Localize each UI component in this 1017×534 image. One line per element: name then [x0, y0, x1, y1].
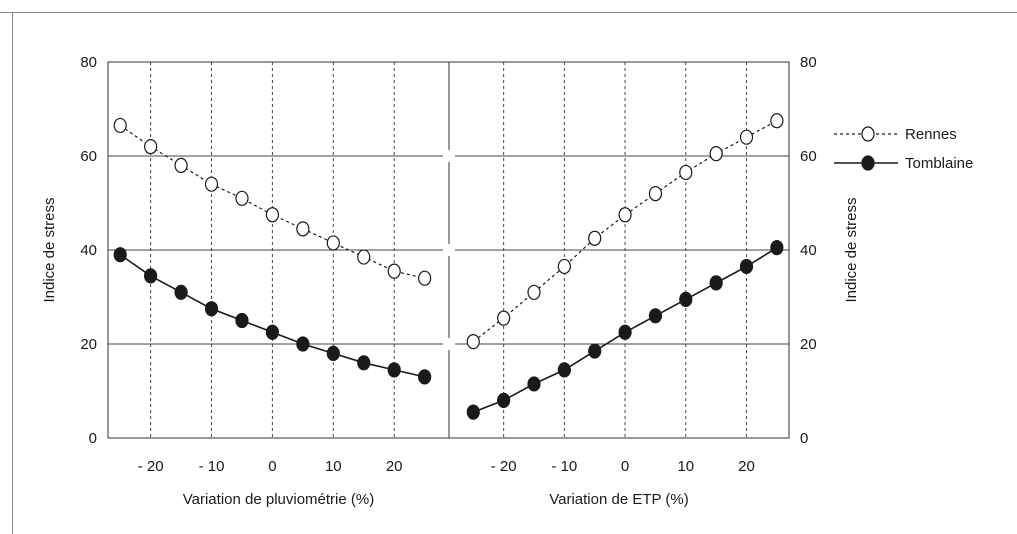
point-rennes-panel1-4	[588, 230, 602, 246]
point-tomblaine-panel0-3	[204, 301, 219, 317]
series-line-rennes-panel1	[472, 120, 778, 343]
point-tomblaine-panel0-5	[265, 324, 280, 340]
point-tomblaine-panel0-7	[326, 345, 340, 361]
point-tomblaine-panel1-10	[770, 240, 784, 256]
point-tomblaine-panel0-2	[174, 284, 188, 300]
point-rennes-panel1-7	[679, 164, 693, 181]
point-tomblaine-panel0-9	[387, 362, 401, 378]
y-tick-label-left-60: 60	[80, 148, 97, 165]
x-tick-label-panel0-3: 10	[325, 458, 342, 475]
point-rennes-panel1-9	[739, 129, 754, 145]
x-axis-label-panel0: Variation de pluviométrie (%)	[183, 491, 374, 508]
y-axis-label-left: Indice de stress	[41, 197, 58, 302]
legend-entry-tomblaine: Tomblaine	[834, 155, 973, 172]
point-tomblaine-panel0-10	[418, 369, 432, 385]
point-rennes-panel0-3	[204, 176, 219, 192]
point-tomblaine-panel1-9	[739, 258, 754, 275]
legend-entry-rennes: Rennes	[834, 126, 957, 143]
point-rennes-panel1-5	[618, 207, 632, 223]
x-tick-label-panel1-3: 10	[677, 458, 694, 475]
series-rennes-panel1	[466, 113, 784, 350]
x-tick-label-panel1-4: 20	[738, 458, 755, 475]
point-tomblaine-panel0-0	[113, 247, 127, 263]
point-rennes-panel0-10	[418, 270, 432, 286]
series-layer	[113, 113, 784, 420]
point-tomblaine-panel1-8	[709, 275, 723, 291]
divider-break-40	[444, 244, 454, 256]
point-tomblaine-panel0-6	[296, 336, 310, 352]
series-tomblaine-panel1	[466, 240, 784, 420]
point-tomblaine-panel1-1	[497, 392, 511, 408]
x-tick-label-panel0-4: 20	[386, 458, 403, 475]
y-tick-label-right-20: 20	[800, 336, 817, 353]
figure-frame-left	[12, 12, 13, 534]
y-tick-label-right-60: 60	[800, 148, 817, 165]
point-rennes-panel0-5	[265, 207, 280, 223]
x-tick-label-panel1-0: - 20	[491, 458, 517, 475]
y-tick-label-left-80: 80	[80, 54, 97, 71]
x-axis-label-panel1: Variation de ETP (%)	[549, 491, 689, 508]
x-tick-label-panel0-1: - 10	[199, 458, 225, 475]
divider-break-20	[444, 338, 454, 350]
point-rennes-panel0-9	[387, 263, 401, 279]
point-rennes-panel1-1	[497, 310, 511, 326]
legend-label-rennes: Rennes	[905, 126, 957, 143]
x-tick-label-panel0-0: - 20	[138, 458, 164, 475]
y-tick-label-right-40: 40	[800, 242, 817, 259]
point-rennes-panel1-8	[709, 146, 723, 162]
point-tomblaine-panel1-7	[679, 291, 693, 307]
point-rennes-panel0-2	[174, 157, 188, 173]
legend: Rennes Tomblaine	[834, 126, 973, 172]
y-tick-label-left-40: 40	[80, 242, 97, 259]
y-tick-label-left-0: 0	[89, 430, 97, 447]
series-tomblaine-panel0	[113, 247, 432, 385]
point-tomblaine-panel1-3	[557, 362, 571, 378]
point-tomblaine-panel0-4	[235, 312, 249, 329]
point-tomblaine-panel0-1	[144, 268, 158, 284]
point-tomblaine-panel1-5	[618, 324, 632, 340]
series-rennes-panel0	[113, 117, 432, 286]
y-tick-label-right-0: 0	[800, 430, 808, 447]
x-tick-label-panel1-2: 0	[621, 458, 629, 475]
point-rennes-panel0-8	[357, 249, 371, 265]
axes-layer	[107, 61, 790, 439]
y-tick-label-right-80: 80	[800, 54, 817, 71]
point-rennes-panel1-10	[770, 113, 784, 129]
point-rennes-panel0-7	[326, 235, 340, 251]
point-rennes-panel0-6	[296, 221, 310, 237]
y-axis-label-right: Indice de stress	[843, 197, 860, 302]
point-rennes-panel0-0	[113, 117, 127, 134]
point-tomblaine-panel1-4	[588, 343, 602, 359]
point-rennes-panel1-2	[527, 284, 541, 300]
point-rennes-panel1-6	[648, 186, 663, 202]
figure-frame-top	[0, 12, 1017, 13]
point-rennes-panel0-1	[144, 139, 158, 155]
y-tick-label-left-20: 20	[80, 336, 97, 353]
point-rennes-panel1-3	[557, 258, 571, 275]
legend-marker-rennes	[861, 126, 875, 142]
x-tick-label-panel0-2: 0	[268, 458, 276, 475]
legend-marker-tomblaine	[861, 155, 875, 171]
labels-layer: - 20 - 10 0 10 20 Variation de pluviométrie (…	[41, 54, 860, 508]
point-tomblaine-panel1-6	[648, 308, 663, 324]
point-tomblaine-panel1-2	[527, 376, 541, 392]
point-rennes-panel0-4	[235, 190, 249, 206]
point-tomblaine-panel0-8	[357, 355, 371, 371]
legend-label-tomblaine: Tomblaine	[905, 155, 973, 172]
point-tomblaine-panel1-0	[466, 404, 480, 420]
divider-break-60	[444, 150, 454, 162]
point-rennes-panel1-0	[466, 334, 480, 350]
x-tick-label-panel1-1: - 10	[551, 458, 577, 475]
